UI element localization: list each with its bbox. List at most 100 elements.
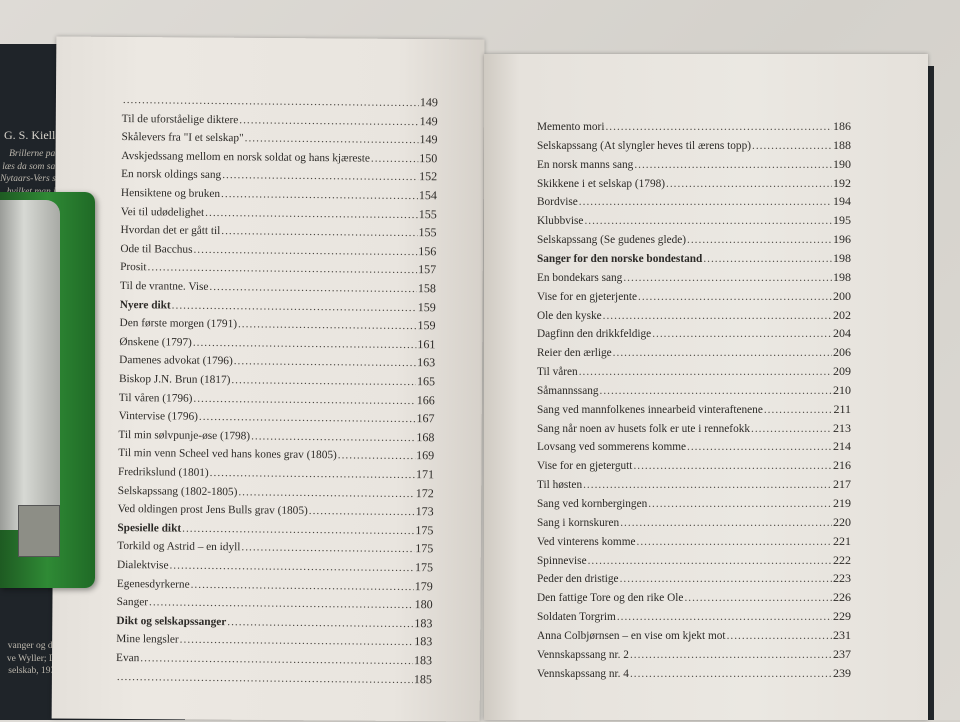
toc-entry: En norsk manns sang 190 <box>537 157 851 172</box>
toc-entry-title: Selskapssang (Se gudenes glede) <box>537 234 687 247</box>
leader-dots <box>633 460 832 472</box>
toc-entry: Skikkene i et selskap (1798) 192 <box>537 176 851 191</box>
leader-dots <box>666 178 832 190</box>
toc-entry-title: Reier den ærlige <box>537 347 612 360</box>
toc-entry-title: Vei til udødelighet <box>120 205 205 219</box>
toc-entry: Til våren 209 <box>537 364 851 379</box>
toc-entry-title: Sang ved mannfolkenes innearbeid vintera… <box>537 403 763 416</box>
leader-dots <box>764 404 833 416</box>
toc-entry-page: 206 <box>833 345 851 360</box>
leader-dots <box>584 215 832 227</box>
toc-entry-page: 211 <box>833 401 851 416</box>
toc-entry-page: 237 <box>833 646 851 661</box>
toc-entry-page: 226 <box>833 590 851 605</box>
toc-entry-page: 223 <box>833 571 851 586</box>
toc-entry-title: Sang ved kornbergingen <box>537 498 648 510</box>
leader-dots <box>241 542 414 556</box>
cover-text-line: ve Wyller; De <box>6 653 60 664</box>
leader-dots <box>205 206 418 220</box>
toc-entry-page: 239 <box>833 665 851 680</box>
toc-entry: Soldaten Torgrim 229 <box>537 609 851 624</box>
toc-entry-page: 150 <box>419 150 438 166</box>
toc-entry: Bordvise 194 <box>537 194 851 209</box>
leader-dots <box>634 159 832 171</box>
leader-dots <box>182 522 414 536</box>
cover-text-line: vanger og dik <box>7 641 60 651</box>
toc-entry-title: Prosit <box>120 261 147 274</box>
toc-entry-page: 220 <box>833 514 851 529</box>
toc-entry: Vennskapssang nr. 2 237 <box>537 647 851 662</box>
toc-entry: Sanger for den norske bondestand 198 <box>537 251 851 266</box>
toc-entry: Sang ved mannfolkenes innearbeid vintera… <box>537 402 851 417</box>
leader-dots <box>371 152 419 164</box>
toc-entry-page: 216 <box>833 458 851 473</box>
leader-dots <box>199 411 416 425</box>
leader-dots <box>140 652 413 667</box>
toc-entry-title: Damenes advokat (1796) <box>119 354 233 368</box>
leader-dots <box>623 272 832 284</box>
toc-entry-page: 195 <box>833 213 851 228</box>
toc-entry-page: 229 <box>833 609 851 624</box>
toc-entry-page: 190 <box>833 156 851 171</box>
toc-entry-page: 158 <box>417 281 437 296</box>
toc-entry-title: En norsk oldings sang <box>121 168 222 182</box>
toc-entry-title: Sang når noen av husets folk er ute i re… <box>537 422 751 435</box>
toc-entry-page: 175 <box>415 522 434 538</box>
toc-entry: Klubbvise 195 <box>537 213 851 228</box>
toc-entry-page: 179 <box>414 578 433 593</box>
leader-dots <box>600 385 833 397</box>
leader-dots <box>193 244 417 258</box>
toc-entry-title: Den fattige Tore og den rike Ole <box>537 592 684 605</box>
toc-entry-title: Egenesdyrkerne <box>116 577 190 591</box>
leader-dots <box>605 121 832 133</box>
toc-entry: Memento mori 186 <box>537 119 851 134</box>
toc-entry-title: Til høsten <box>537 479 583 492</box>
toc-entry-page: 175 <box>414 560 434 575</box>
stapler-plate <box>18 505 60 557</box>
leader-dots <box>603 310 832 322</box>
leader-dots <box>169 560 414 575</box>
toc-entry-title: Ved vinterens komme <box>537 535 636 548</box>
toc-entry-page: 192 <box>833 175 851 190</box>
leader-dots <box>123 94 419 109</box>
toc-entry-page: 156 <box>418 243 437 259</box>
toc-entry: En bondekars sang 198 <box>537 270 851 285</box>
toc-entry-title: Hensiktene og bruken <box>120 186 221 201</box>
toc-entry-page: 213 <box>833 420 851 435</box>
toc-entry-title: En norsk manns sang <box>537 158 634 171</box>
toc-entry-title: Memento mori <box>537 121 605 133</box>
toc-entry-title: Skålevers fra "I et selskap" <box>121 131 244 145</box>
toc-entry-page: 169 <box>416 448 435 463</box>
toc-entry-page: 173 <box>415 504 434 519</box>
toc-entry-title: Sanger for den norske bondestand <box>537 252 703 265</box>
leader-dots <box>245 132 419 146</box>
toc-entry-title: Skikkene i et selskap (1798) <box>537 177 666 190</box>
cover-text-line: selskab, 1934 <box>8 666 60 676</box>
leader-dots <box>637 536 832 548</box>
leader-dots <box>687 441 832 453</box>
toc-entry-page: 185 <box>413 671 432 686</box>
toc-entry-title: Soldaten Torgrim <box>537 611 616 624</box>
leader-dots <box>703 253 832 265</box>
leader-dots <box>630 668 832 680</box>
leader-dots <box>221 225 417 239</box>
leader-dots <box>238 486 415 500</box>
toc-entry-title: Ønskene (1797) <box>119 335 192 349</box>
toc-entry-page: 204 <box>833 326 851 341</box>
toc-entry-title: Nyere dikt <box>119 298 171 312</box>
toc-entry-page: 194 <box>833 194 851 209</box>
toc-entry-title: Spesielle dikt <box>117 521 182 535</box>
toc-entry-page: 217 <box>833 477 851 492</box>
toc-entry: Lovsang ved sommerens komme 214 <box>537 439 851 454</box>
toc-entry-page: 161 <box>417 336 436 352</box>
toc-entry-page: 196 <box>833 232 851 247</box>
toc-entry-page: 231 <box>833 627 851 642</box>
toc-entry: Reier den ærlige 206 <box>537 345 851 360</box>
toc-entry-title: Lovsang ved sommerens komme <box>537 441 687 454</box>
leader-dots <box>684 592 832 604</box>
toc-entry-page: 149 <box>419 132 438 147</box>
toc-entry: Selskapssang (Se gudenes glede) 196 <box>537 232 851 247</box>
toc-entry-page: 165 <box>416 374 436 389</box>
toc-entry-page: 166 <box>416 392 435 407</box>
toc-entry: Til høsten 217 <box>537 477 851 492</box>
